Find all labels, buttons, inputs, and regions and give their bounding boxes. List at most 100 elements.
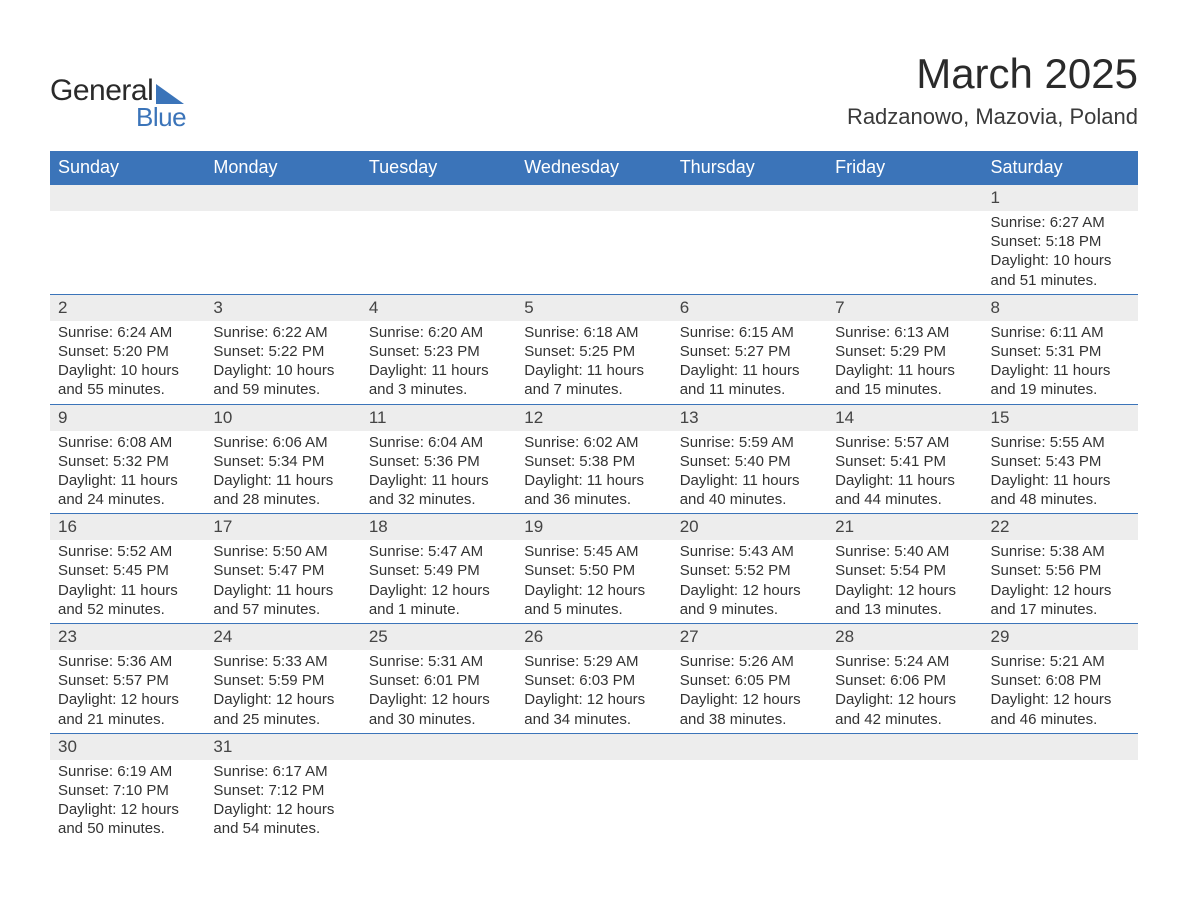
sunset-text: Sunset: 5:31 PM [991,342,1130,361]
brand-text-2: Blue [136,102,186,133]
sunset-text: Sunset: 7:12 PM [213,781,352,800]
day-details: Sunrise: 5:52 AMSunset: 5:45 PMDaylight:… [50,540,205,623]
sunrise-text: Sunrise: 5:38 AM [991,542,1130,561]
weekday-header: Tuesday [361,151,516,185]
daylight-text: Daylight: 12 hours and 13 minutes. [835,581,974,619]
sunset-text: Sunset: 5:20 PM [58,342,197,361]
calendar-day-cell: 30Sunrise: 6:19 AMSunset: 7:10 PMDayligh… [50,733,205,842]
page-title: March 2025 [847,50,1138,98]
day-number [50,185,205,211]
calendar-day-cell: 11Sunrise: 6:04 AMSunset: 5:36 PMDayligh… [361,404,516,514]
day-number: 18 [361,514,516,540]
sunrise-text: Sunrise: 6:11 AM [991,323,1130,342]
day-number: 3 [205,295,360,321]
day-details: Sunrise: 5:40 AMSunset: 5:54 PMDaylight:… [827,540,982,623]
day-details [516,760,671,836]
day-details [827,760,982,836]
day-number [672,734,827,760]
daylight-text: Daylight: 10 hours and 59 minutes. [213,361,352,399]
calendar-day-cell: 9Sunrise: 6:08 AMSunset: 5:32 PMDaylight… [50,404,205,514]
day-number: 30 [50,734,205,760]
sunset-text: Sunset: 5:34 PM [213,452,352,471]
day-number: 9 [50,405,205,431]
day-details [361,211,516,287]
day-details: Sunrise: 6:04 AMSunset: 5:36 PMDaylight:… [361,431,516,514]
day-details [361,760,516,836]
day-details: Sunrise: 5:21 AMSunset: 6:08 PMDaylight:… [983,650,1138,733]
calendar-day-cell: 14Sunrise: 5:57 AMSunset: 5:41 PMDayligh… [827,404,982,514]
day-number: 1 [983,185,1138,211]
sunrise-text: Sunrise: 5:57 AM [835,433,974,452]
calendar-day-cell: 22Sunrise: 5:38 AMSunset: 5:56 PMDayligh… [983,514,1138,624]
calendar-day-cell: 20Sunrise: 5:43 AMSunset: 5:52 PMDayligh… [672,514,827,624]
sunset-text: Sunset: 5:52 PM [680,561,819,580]
day-details: Sunrise: 6:02 AMSunset: 5:38 PMDaylight:… [516,431,671,514]
sunset-text: Sunset: 7:10 PM [58,781,197,800]
sunrise-text: Sunrise: 5:31 AM [369,652,508,671]
sunset-text: Sunset: 5:56 PM [991,561,1130,580]
calendar-day-cell: 28Sunrise: 5:24 AMSunset: 6:06 PMDayligh… [827,624,982,734]
calendar-day-cell: 2Sunrise: 6:24 AMSunset: 5:20 PMDaylight… [50,294,205,404]
day-number: 20 [672,514,827,540]
sunset-text: Sunset: 5:27 PM [680,342,819,361]
day-number: 11 [361,405,516,431]
sunrise-text: Sunrise: 6:13 AM [835,323,974,342]
sunrise-text: Sunrise: 5:50 AM [213,542,352,561]
day-number: 17 [205,514,360,540]
calendar-body: 1Sunrise: 6:27 AMSunset: 5:18 PMDaylight… [50,185,1138,843]
sunrise-text: Sunrise: 5:21 AM [991,652,1130,671]
daylight-text: Daylight: 11 hours and 36 minutes. [524,471,663,509]
sunrise-text: Sunrise: 5:47 AM [369,542,508,561]
sunset-text: Sunset: 5:36 PM [369,452,508,471]
day-details: Sunrise: 5:31 AMSunset: 6:01 PMDaylight:… [361,650,516,733]
day-details [205,211,360,287]
day-number [361,185,516,211]
day-details: Sunrise: 6:20 AMSunset: 5:23 PMDaylight:… [361,321,516,404]
brand-logo: General Blue [50,74,186,133]
calendar-day-cell: 17Sunrise: 5:50 AMSunset: 5:47 PMDayligh… [205,514,360,624]
sunset-text: Sunset: 6:06 PM [835,671,974,690]
day-number [516,185,671,211]
calendar-table: SundayMondayTuesdayWednesdayThursdayFrid… [50,151,1138,843]
sunrise-text: Sunrise: 6:20 AM [369,323,508,342]
day-number [827,185,982,211]
calendar-day-cell: 16Sunrise: 5:52 AMSunset: 5:45 PMDayligh… [50,514,205,624]
day-number: 8 [983,295,1138,321]
calendar-day-cell [516,185,671,295]
day-number: 15 [983,405,1138,431]
calendar-week-row: 23Sunrise: 5:36 AMSunset: 5:57 PMDayligh… [50,624,1138,734]
day-details [50,211,205,287]
calendar-week-row: 2Sunrise: 6:24 AMSunset: 5:20 PMDaylight… [50,294,1138,404]
sunrise-text: Sunrise: 5:24 AM [835,652,974,671]
sunset-text: Sunset: 5:49 PM [369,561,508,580]
sunrise-text: Sunrise: 5:29 AM [524,652,663,671]
day-number: 29 [983,624,1138,650]
day-number [672,185,827,211]
daylight-text: Daylight: 11 hours and 15 minutes. [835,361,974,399]
day-number: 26 [516,624,671,650]
sunrise-text: Sunrise: 5:59 AM [680,433,819,452]
sunrise-text: Sunrise: 6:22 AM [213,323,352,342]
sunrise-text: Sunrise: 5:36 AM [58,652,197,671]
day-number [205,185,360,211]
day-number: 2 [50,295,205,321]
calendar-day-cell: 1Sunrise: 6:27 AMSunset: 5:18 PMDaylight… [983,185,1138,295]
calendar-day-cell [672,733,827,842]
day-details: Sunrise: 6:06 AMSunset: 5:34 PMDaylight:… [205,431,360,514]
day-number: 10 [205,405,360,431]
daylight-text: Daylight: 12 hours and 21 minutes. [58,690,197,728]
day-details: Sunrise: 5:36 AMSunset: 5:57 PMDaylight:… [50,650,205,733]
daylight-text: Daylight: 12 hours and 54 minutes. [213,800,352,838]
calendar-day-cell [205,185,360,295]
calendar-day-cell [361,733,516,842]
calendar-week-row: 9Sunrise: 6:08 AMSunset: 5:32 PMDaylight… [50,404,1138,514]
day-number [361,734,516,760]
sunrise-text: Sunrise: 5:45 AM [524,542,663,561]
sunrise-text: Sunrise: 6:15 AM [680,323,819,342]
day-details: Sunrise: 6:15 AMSunset: 5:27 PMDaylight:… [672,321,827,404]
sunset-text: Sunset: 5:22 PM [213,342,352,361]
daylight-text: Daylight: 12 hours and 50 minutes. [58,800,197,838]
calendar-day-cell [50,185,205,295]
day-details: Sunrise: 5:50 AMSunset: 5:47 PMDaylight:… [205,540,360,623]
sunrise-text: Sunrise: 6:08 AM [58,433,197,452]
